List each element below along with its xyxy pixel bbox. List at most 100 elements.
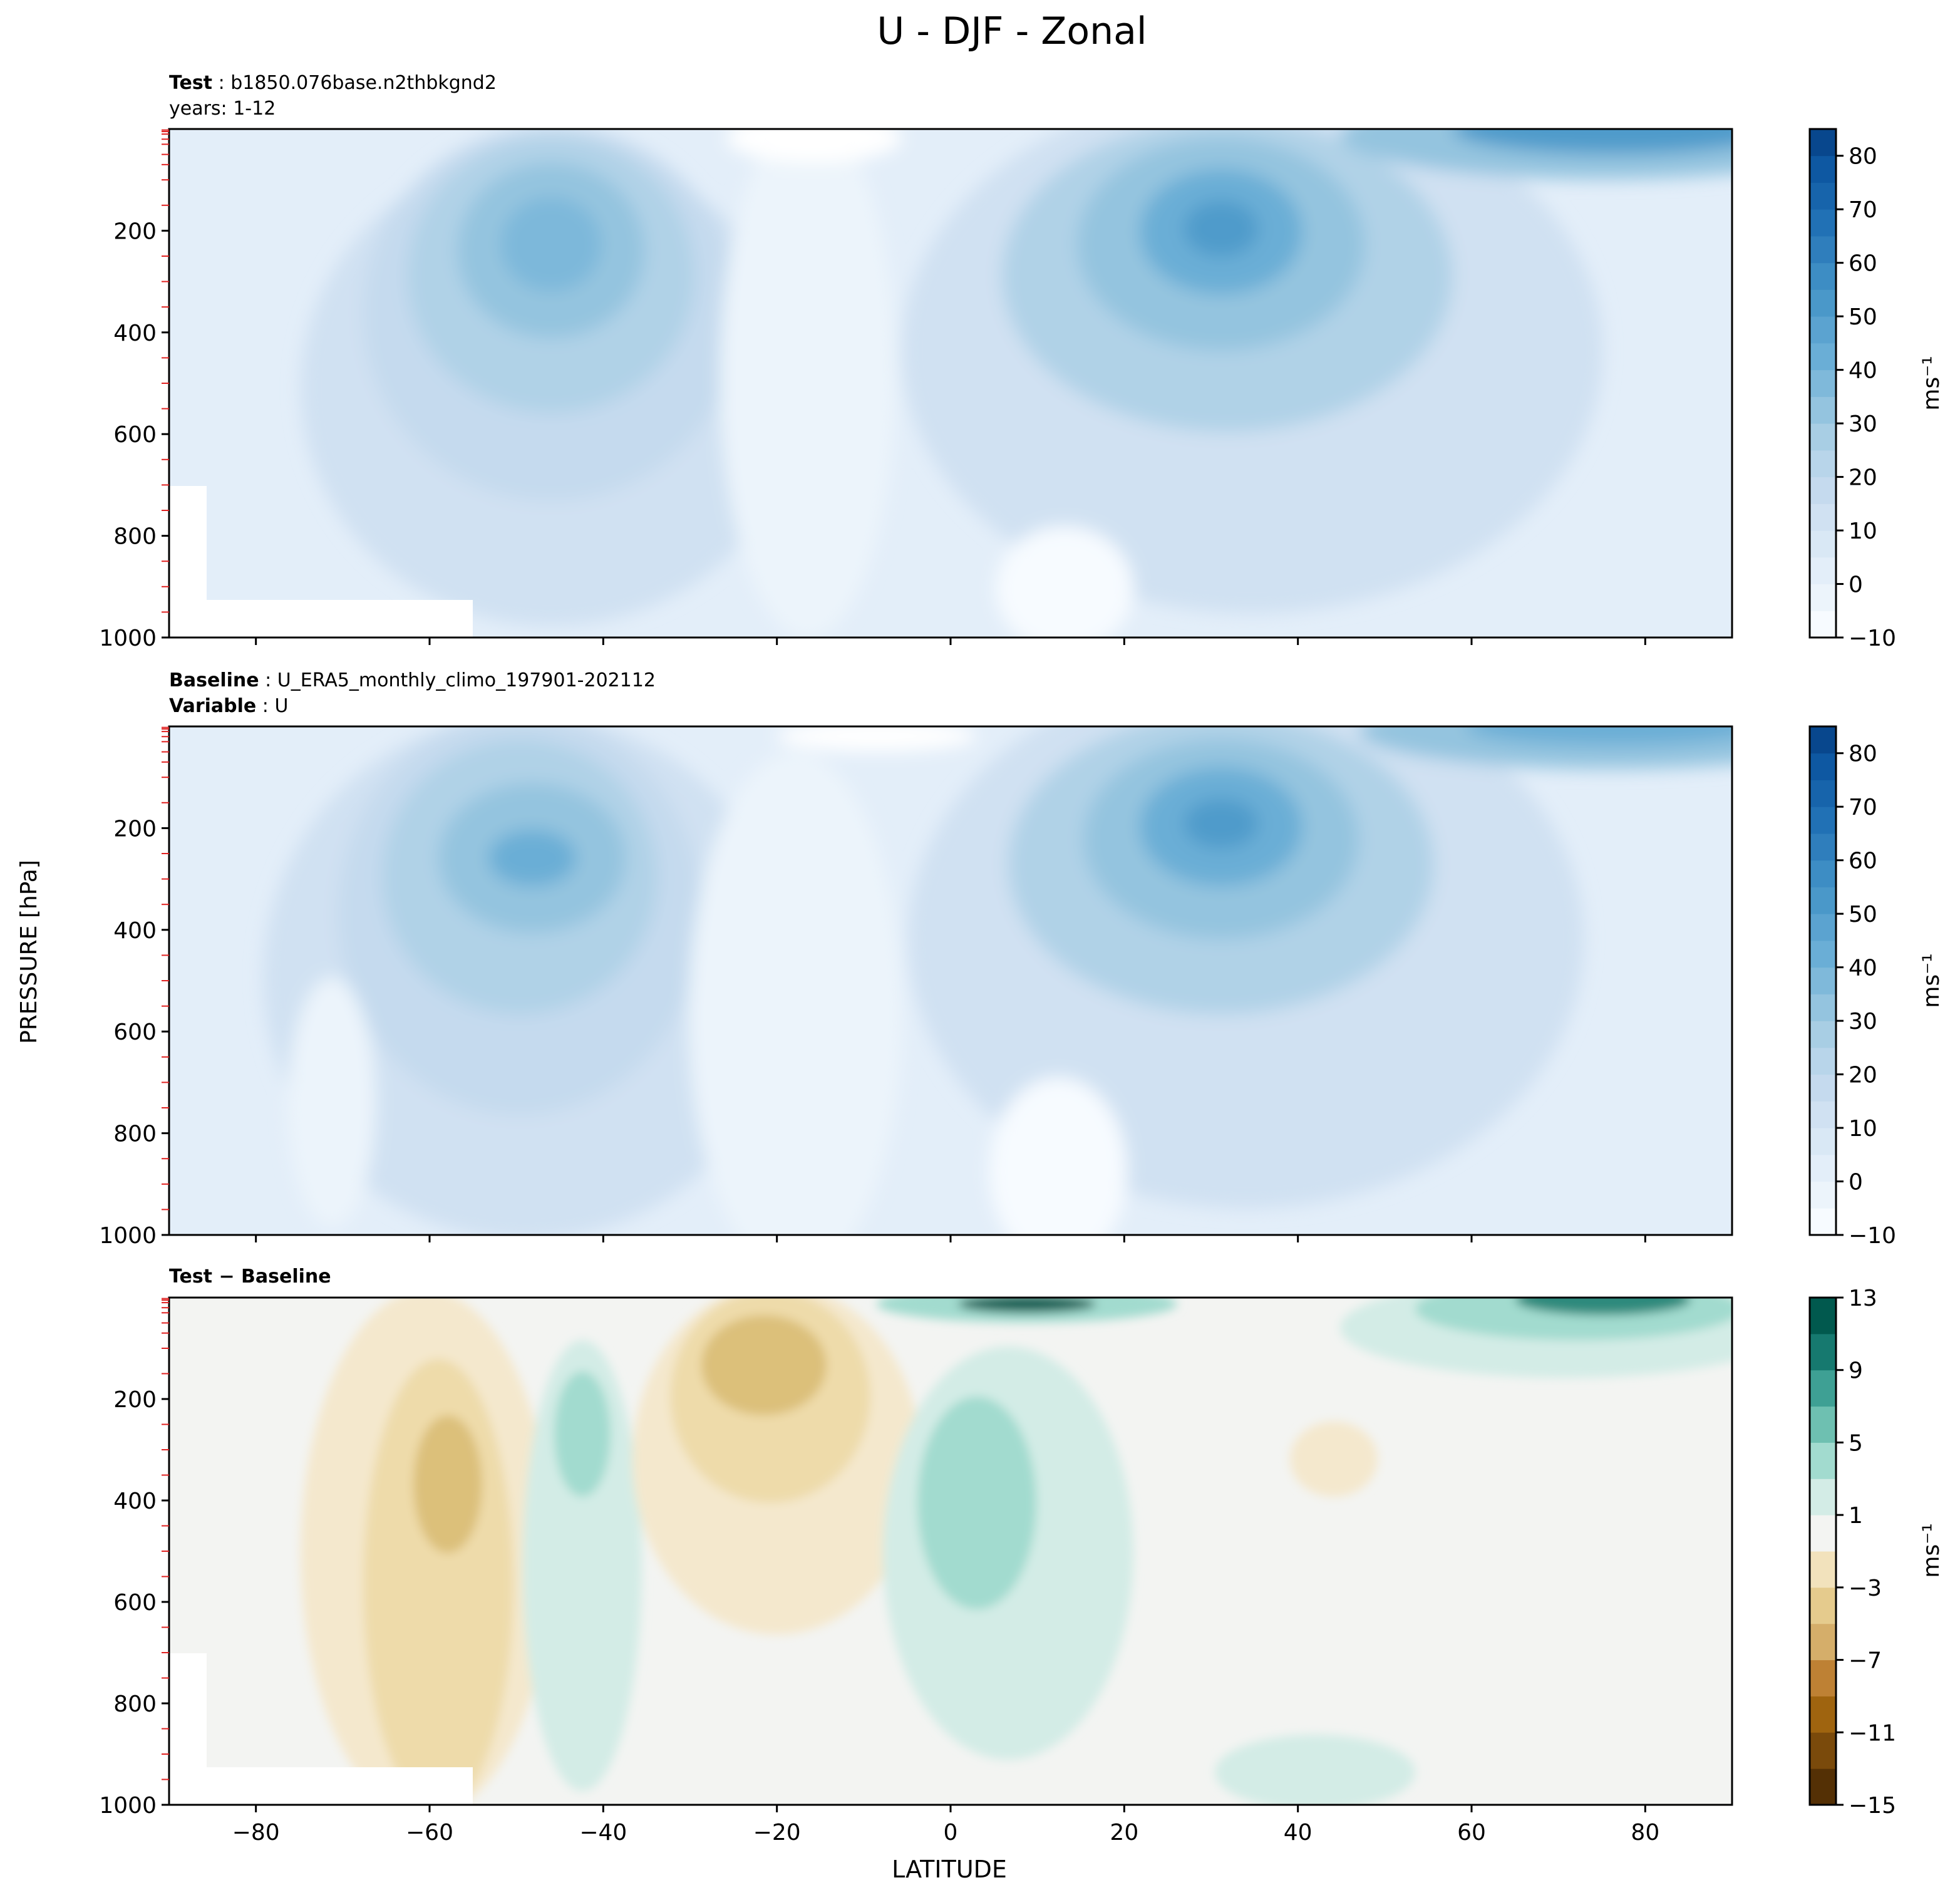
colorbar-segment [1810,1442,1836,1479]
colorbar-segment [1810,1406,1836,1443]
panel-baseline-x-ticks [255,1235,1646,1242]
colorbar-tick-label: 70 [1849,197,1877,223]
panel-diff-plot-area [169,1298,1732,1805]
diff-region-nh-neg [1290,1422,1378,1497]
colorbar-tick-label: −7 [1849,1648,1882,1674]
panel-diff-label-bold: Test − Baseline [169,1266,331,1288]
colorbar-segment [1810,1768,1836,1805]
colorbar-tick-label: 40 [1849,358,1877,384]
panel-baseline-label-sep: : [259,669,277,691]
x-tick-label: 40 [1284,1820,1313,1846]
colorbar-segment [1810,611,1836,638]
colorbar-segment [1810,940,1836,968]
colorbar-segment [1810,584,1836,611]
colorbar-tick-label: 80 [1849,144,1877,170]
panel-test-colorbar-unit: ms⁻¹ [1919,356,1944,410]
colorbar-segment [1810,1515,1836,1552]
panel-diff-colorbar: −15 −11 −7 −3 1 5 9 13 [1808,1286,1896,1819]
colorbar-segment [1810,182,1836,210]
test-region-easterlies [996,526,1133,638]
colorbar-segment [1810,1128,1836,1155]
colorbar-segment [1810,887,1836,914]
x-tick-label: −20 [753,1820,801,1846]
panel-test-label-bold: Test [169,72,212,94]
x-tick-label: −60 [406,1820,453,1846]
panel-baseline-line2-text: U [274,695,288,717]
colorbar-tick-label: 9 [1849,1358,1863,1384]
y-tick-label: 1000 [99,1793,157,1819]
colorbar-segment [1810,396,1836,424]
colorbar-segment [1810,530,1836,558]
colorbar-segment [1810,807,1836,834]
colorbar-tick-label: 70 [1849,795,1877,820]
colorbar-segment [1810,1551,1836,1588]
colorbar-segment [1810,129,1836,157]
baseline-region-easterlies [989,1077,1127,1235]
colorbar-tick-label: 0 [1849,1170,1863,1195]
diff-region-nh-surface-pos [1215,1735,1415,1805]
panel-baseline-plot-area [169,726,1732,1235]
baseline-region-nh-jet-4 [1184,798,1259,849]
colorbar-segment [1810,343,1836,371]
colorbar-segment [1810,1696,1836,1733]
colorbar-segment [1810,1370,1836,1407]
colorbar-segment [1810,235,1836,264]
colorbar-segment [1810,860,1836,887]
x-tick-label: 60 [1457,1820,1486,1846]
colorbar-tick-label: 60 [1849,849,1877,874]
y-tick-label: 1000 [99,626,157,651]
panel-test-label-text: b1850.076base.n2thbkgnd2 [230,72,497,94]
colorbar-segment [1810,1623,1836,1661]
y-tick-label: 600 [113,1590,157,1616]
y-tick-label: 400 [113,918,157,944]
panel-baseline-colorbar: −10 0 10 20 30 40 50 60 70 80 [1808,725,1896,1249]
colorbar-tick-label: 50 [1849,902,1877,927]
colorbar-segment [1810,1732,1836,1769]
colorbar-frame [1808,128,1837,639]
colorbar-tick-label: 80 [1849,741,1877,767]
panel-test-line2-text: years: 1-12 [169,98,276,120]
colorbar-segment [1810,423,1836,451]
colorbar-segment [1810,967,1836,994]
diff-region-sh-pos-2 [554,1371,611,1497]
test-region-polar-jet-2 [1453,129,1732,154]
colorbar-segment [1810,1587,1836,1624]
colorbar-tick-label: −15 [1849,1793,1896,1819]
colorbar-segment [1810,477,1836,504]
colorbar-tick-label: 1 [1849,1503,1863,1529]
colorbar-tick-label: 10 [1849,519,1877,544]
colorbar-segment [1810,780,1836,807]
colorbar-segment [1810,450,1836,478]
colorbar-segment [1810,1298,1836,1335]
diff-region-eq-top-2 [958,1298,1096,1313]
colorbar-segment [1810,1660,1836,1696]
diff-region-trop-pos-2 [917,1397,1036,1609]
panel-baseline-line2-sep: : [256,695,274,717]
y-tick-label: 400 [113,321,157,346]
colorbar-segment [1810,1074,1836,1102]
panel-test-plot-area [169,129,1732,638]
y-tick-label: 200 [113,219,157,244]
baseline-region-sh-weak [288,977,376,1227]
panel-test: Test : b1850.076base.n2thbkgnd2 years: 1… [99,72,1944,651]
colorbar-segment [1810,155,1836,183]
y-tick-label: 800 [113,1691,157,1717]
colorbar-frame [1808,725,1837,1236]
y-tick-label: 600 [113,422,157,448]
y-tick-label: 800 [113,524,157,550]
panel-test-label-sep: : [212,72,230,94]
y-tick-label: 600 [113,1020,157,1045]
test-region-equatorial [720,129,895,638]
y-tick-label: 800 [113,1122,157,1147]
y-tick-label: 400 [113,1489,157,1514]
colorbar-segment [1810,1154,1836,1182]
figure-title: U - DJF - Zonal [877,9,1147,53]
colorbar-tick-label: 30 [1849,1009,1877,1035]
colorbar-tick-label: −10 [1849,626,1896,651]
panel-test-label-line2: years: 1-12 [169,98,276,120]
diff-mask-antarctica-2 [169,1767,473,1805]
panel-baseline-colorbar-unit: ms⁻¹ [1919,953,1944,1008]
panel-test-x-ticks [255,638,1646,645]
baseline-region-top-gap [776,726,977,751]
